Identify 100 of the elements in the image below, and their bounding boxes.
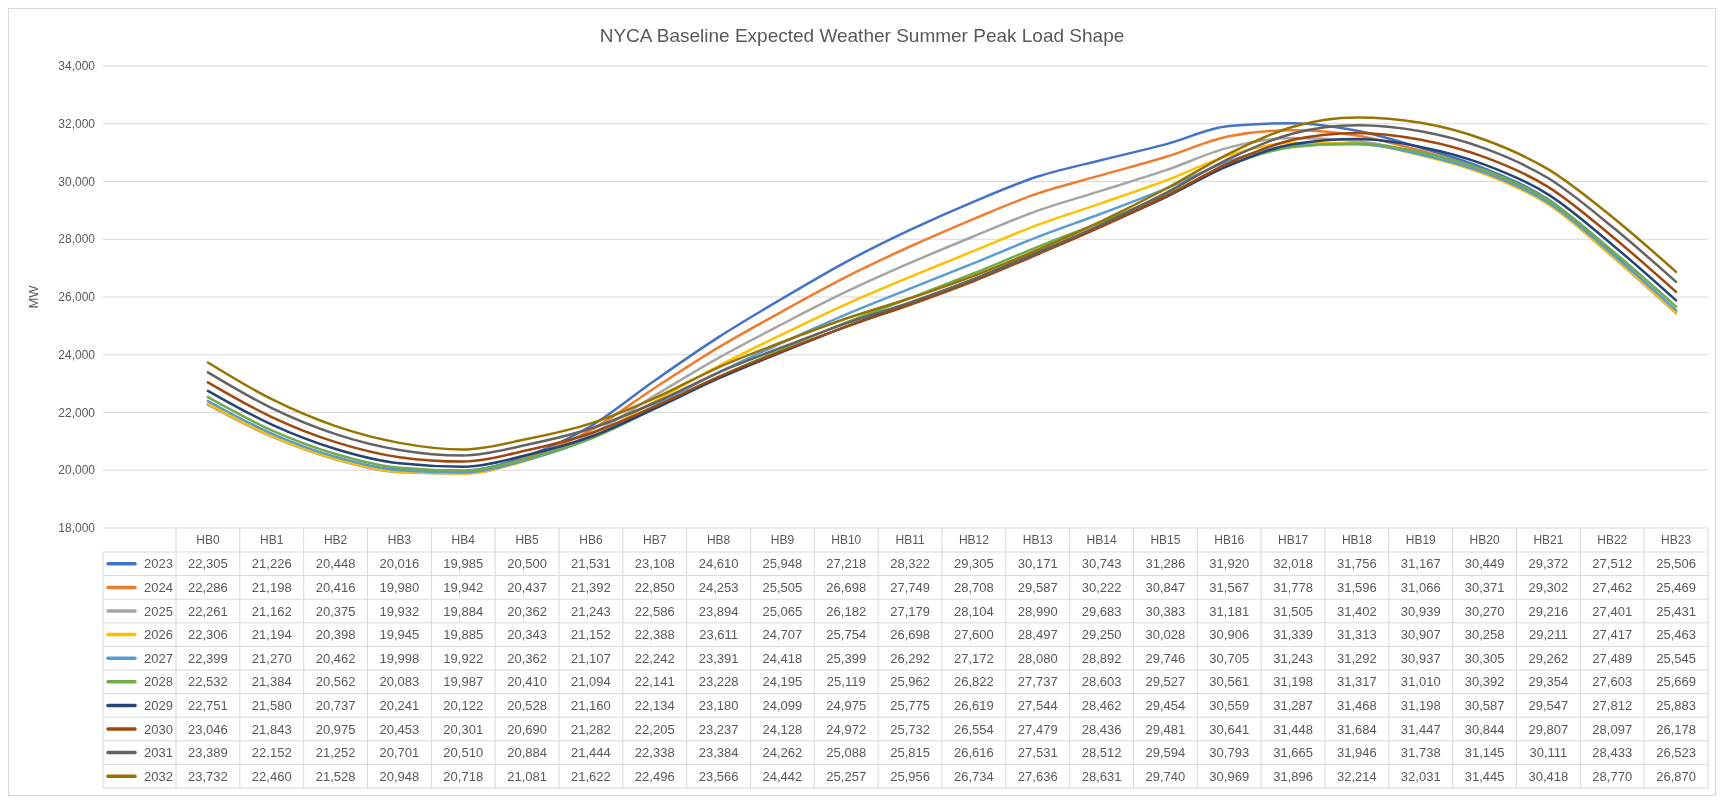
data-label: 25,775 xyxy=(890,697,930,713)
data-label: 30,561 xyxy=(1209,674,1250,690)
data-label: 29,262 xyxy=(1528,650,1569,666)
data-label: 29,807 xyxy=(1528,721,1569,737)
data-label: 20,462 xyxy=(315,650,356,666)
x-tick-label: HB1 xyxy=(260,533,284,548)
data-label: 27,172 xyxy=(954,650,994,666)
data-label: 31,313 xyxy=(1337,627,1377,643)
data-label: 29,216 xyxy=(1528,603,1569,619)
data-label: 20,701 xyxy=(379,745,420,761)
data-label: 24,975 xyxy=(826,697,867,713)
data-label: 22,152 xyxy=(251,745,292,761)
x-tick-label: HB2 xyxy=(323,533,348,548)
data-label: 31,920 xyxy=(1209,556,1250,572)
data-label: 23,389 xyxy=(188,745,228,761)
data-label: 31,665 xyxy=(1273,745,1313,761)
data-label: 24,128 xyxy=(762,721,803,737)
data-label: 30,305 xyxy=(1464,650,1505,666)
x-tick-label: HB9 xyxy=(770,533,795,548)
data-label: 19,980 xyxy=(379,579,420,595)
data-label: 19,942 xyxy=(443,579,484,595)
x-tick-label: HB14 xyxy=(1086,533,1117,548)
data-label: 28,433 xyxy=(1592,745,1633,761)
data-label: 30,847 xyxy=(1145,579,1186,595)
data-label: 29,305 xyxy=(954,556,994,572)
data-label: 20,448 xyxy=(315,556,356,572)
data-label: 31,402 xyxy=(1337,603,1377,619)
data-label: 25,669 xyxy=(1656,674,1696,690)
data-label: 31,756 xyxy=(1337,556,1377,572)
data-label: 31,145 xyxy=(1464,745,1505,761)
data-label: 26,822 xyxy=(954,674,994,690)
data-label: 22,141 xyxy=(634,674,675,690)
data-label: 20,362 xyxy=(507,650,547,666)
data-label: 29,302 xyxy=(1528,579,1569,595)
data-label: 29,740 xyxy=(1145,768,1186,784)
data-label: 32,214 xyxy=(1337,768,1377,784)
data-label: 31,778 xyxy=(1273,579,1313,595)
data-label: 21,843 xyxy=(251,721,292,737)
data-label: 21,252 xyxy=(315,745,356,761)
data-label: 21,531 xyxy=(571,556,611,572)
data-label: 20,343 xyxy=(507,627,547,643)
data-label: 20,241 xyxy=(379,697,420,713)
data-label: 29,481 xyxy=(1145,721,1186,737)
data-label: 22,338 xyxy=(634,745,675,761)
x-tick-label: HB17 xyxy=(1278,533,1309,548)
data-label: 30,111 xyxy=(1529,745,1568,761)
data-label: 31,181 xyxy=(1209,603,1250,619)
data-label: 20,528 xyxy=(507,697,547,713)
x-tick-label: HB13 xyxy=(1022,533,1054,548)
x-tick-label: HB6 xyxy=(579,533,603,548)
y-tick-label: 22,000 xyxy=(58,405,96,420)
data-label: 31,066 xyxy=(1400,579,1441,595)
data-label: 25,119 xyxy=(826,674,866,690)
data-label: 25,545 xyxy=(1656,650,1696,666)
data-label: 31,684 xyxy=(1337,721,1377,737)
x-tick-label: HB12 xyxy=(958,533,990,548)
data-label: 28,097 xyxy=(1592,721,1633,737)
data-label: 21,282 xyxy=(571,721,611,737)
data-label: 27,600 xyxy=(954,627,994,643)
data-label: 30,383 xyxy=(1145,603,1186,619)
data-label: 24,610 xyxy=(698,556,739,572)
data-label: 21,194 xyxy=(251,627,292,643)
data-label: 20,453 xyxy=(379,721,420,737)
data-label: 22,586 xyxy=(634,603,675,619)
data-label: 21,152 xyxy=(571,627,611,643)
data-label: 26,870 xyxy=(1656,768,1696,784)
data-label: 23,384 xyxy=(698,745,739,761)
data-label: 27,603 xyxy=(1592,674,1633,690)
legend-label: 2031 xyxy=(144,745,173,761)
data-label: 22,751 xyxy=(188,697,228,713)
data-label: 29,250 xyxy=(1081,627,1122,643)
x-tick-label: HB22 xyxy=(1597,533,1628,548)
data-label: 20,690 xyxy=(507,721,547,737)
x-tick-label: HB8 xyxy=(706,533,731,548)
legend-label: 2024 xyxy=(144,579,173,595)
data-label: 31,198 xyxy=(1400,697,1441,713)
data-label: 28,631 xyxy=(1081,768,1122,784)
data-label: 28,512 xyxy=(1081,745,1122,761)
data-label: 20,122 xyxy=(443,697,484,713)
data-label: 30,028 xyxy=(1145,627,1186,643)
data-label: 30,449 xyxy=(1464,556,1505,572)
data-label: 24,099 xyxy=(762,697,803,713)
data-label: 21,622 xyxy=(571,768,611,784)
data-label: 22,850 xyxy=(634,579,675,595)
data-label: 30,222 xyxy=(1081,579,1122,595)
data-label: 23,732 xyxy=(188,768,228,784)
data-label: 25,088 xyxy=(826,745,867,761)
data-label: 29,354 xyxy=(1528,674,1569,690)
data-label: 30,559 xyxy=(1209,697,1250,713)
data-label: 25,431 xyxy=(1656,603,1696,619)
data-label: 29,683 xyxy=(1081,603,1122,619)
data-label: 21,162 xyxy=(251,603,292,619)
y-tick-label: 30,000 xyxy=(58,174,96,189)
data-label: 28,708 xyxy=(954,579,994,595)
data-label: 30,907 xyxy=(1400,627,1441,643)
data-label: 19,885 xyxy=(443,627,484,643)
data-label: 29,587 xyxy=(1017,579,1058,595)
data-label: 22,205 xyxy=(634,721,675,737)
data-label: 19,998 xyxy=(379,650,420,666)
data-label: 27,489 xyxy=(1592,650,1633,666)
